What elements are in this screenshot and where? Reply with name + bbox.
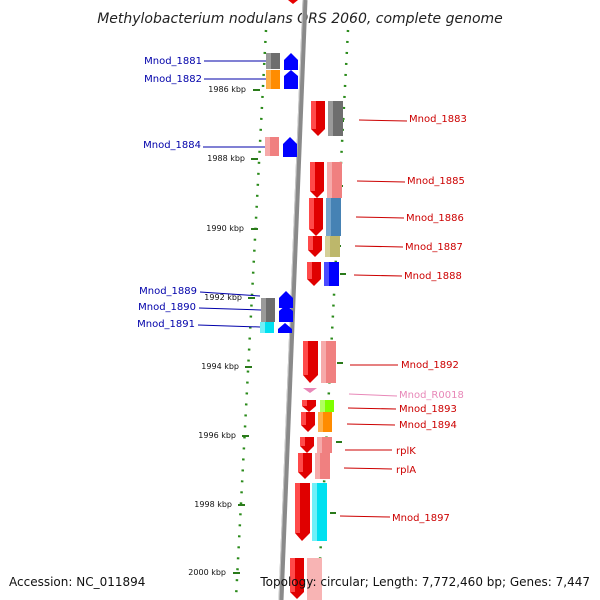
gene-label: Mnod_1889 [139,286,197,297]
gene-mnod-r0018[interactable]: Mnod_R0018 [303,388,464,401]
gene-label: Mnod_1884 [143,140,201,151]
gene-mnod-1890[interactable]: Mnod_1890 [138,298,293,322]
gene-label: Mnod_1885 [407,176,465,187]
gene-mnod-1888[interactable]: Mnod_1888 [307,262,462,286]
kbp-label: 1986 kbp [208,85,246,94]
gene-label: Mnod_1883 [409,114,467,125]
gene-mnod-1881[interactable]: Mnod_1881 [144,53,298,70]
gene-label: Mnod_1893 [399,404,457,415]
kbp-label: 1998 kbp [194,500,232,509]
gene-mnod-1882[interactable]: Mnod_1882 [144,70,298,89]
gene-mnod-1892[interactable]: Mnod_1892 [303,341,459,383]
gene-mnod-1885[interactable]: Mnod_1885 [310,162,465,198]
gene-label: Mnod_1891 [137,319,195,330]
gene-label: Mnod_1890 [138,302,196,313]
gene-label: Mnod_1897 [392,513,450,524]
kbp-label: 1994 kbp [201,362,239,371]
gene-label: rplA [396,465,416,476]
gene-label: Mnod_1882 [144,74,202,85]
gene-label: Mnod_1894 [399,420,457,431]
gene-mnod-1884[interactable]: Mnod_1884 [143,137,297,157]
gene-mnod-1891[interactable]: Mnod_1891 [137,319,292,333]
gene-mnod-1889[interactable]: Mnod_1889 [139,286,293,308]
gene-mnod-1894[interactable]: Mnod_1894 [301,412,457,432]
gene-label: Mnod_1888 [404,271,462,282]
kbp-label: 1992 kbp [204,293,242,302]
topology-text: Topology: circular; Length: 7,772,460 bp… [260,575,590,589]
gene-mnod-1897[interactable]: Mnod_1897 [295,483,450,541]
gene-mnod-1883[interactable]: Mnod_1883 [311,101,467,136]
gene-label: Mnod_1892 [401,360,459,371]
kbp-label: 1988 kbp [207,154,245,163]
gene-partial [290,558,322,600]
gene-mnod-1893[interactable]: Mnod_1893 [302,400,457,415]
kbp-label: 1996 kbp [198,431,236,440]
gene-label: Mnod_1886 [406,213,464,224]
gene-rpla[interactable]: rplA [298,453,416,479]
gene-rplk[interactable]: rplK [300,437,416,457]
gene-mnod-1886[interactable]: Mnod_1886 [309,198,464,236]
gene-label: Mnod_1887 [405,242,463,253]
gene-label: rplK [396,446,416,457]
kbp-label: 1990 kbp [206,224,244,233]
map-title: Methylobacterium nodulans ORS 2060, comp… [97,11,503,27]
gene-label: Mnod_1881 [144,56,202,67]
gene-label: Mnod_R0018 [399,390,464,401]
kbp-label: 2000 kbp [188,568,226,577]
accession-text: Accession: NC_011894 [9,575,146,589]
kbp-scale: 1986 kbp 1988 kbp 1990 kbp 1992 kbp 1994… [188,85,260,577]
gene-mnod-1887[interactable]: Mnod_1887 [308,236,463,257]
